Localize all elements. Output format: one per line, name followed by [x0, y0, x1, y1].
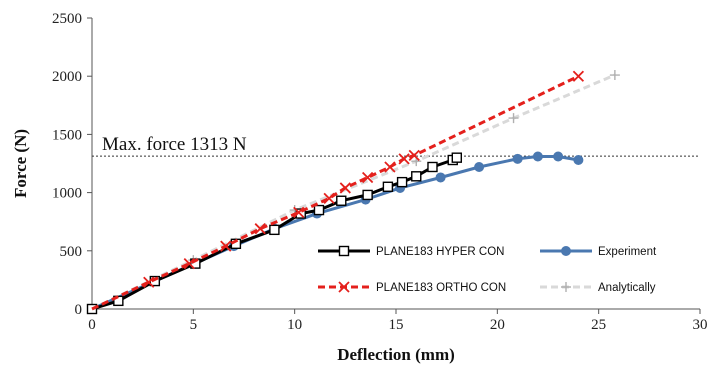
series-layer: [86, 70, 620, 315]
data-point: [339, 182, 351, 194]
legend: PLANE183 HYPER CON Experiment PLANE183 ORT…: [318, 245, 657, 294]
legend-entry: Experiment: [540, 246, 657, 258]
data-point: [572, 70, 585, 82]
data-point: [143, 276, 155, 288]
y-tick-label: 2000: [52, 69, 82, 85]
legend-swatch-marker: [561, 282, 571, 292]
data-point: [384, 161, 396, 173]
series-plane183-hyper-con: [86, 152, 462, 315]
data-point: [113, 295, 124, 307]
data-point: [254, 223, 266, 235]
data-point: [313, 204, 325, 216]
x-tick-label: 10: [287, 317, 302, 333]
data-point: [408, 149, 420, 161]
x-tick-label: 25: [591, 317, 606, 333]
data-point: [532, 151, 543, 162]
data-point: [553, 151, 564, 162]
data-point: [183, 257, 195, 270]
data-point: [474, 161, 485, 172]
y-tick-label: 1000: [52, 186, 82, 202]
x-tick-label: 15: [389, 317, 404, 333]
legend-label: PLANE183 ORTHO CON: [376, 282, 506, 294]
legend-entry: Analytically: [540, 282, 656, 294]
data-point: [269, 224, 280, 236]
data-point: [451, 152, 462, 163]
legend-entry: PLANE183 ORTHO CON: [318, 281, 506, 294]
data-point: [435, 172, 446, 183]
x-tick-label: 20: [490, 317, 505, 333]
legend-swatch-marker: [338, 281, 350, 293]
data-point: [512, 153, 523, 164]
y-axis-title: Force (N): [11, 129, 30, 198]
axes: 0 500 1000 1500 2000 2500 0 5 10 15 20 25 30: [52, 11, 708, 333]
data-point: [220, 240, 232, 252]
data-point: [411, 171, 422, 182]
x-tick-label: 5: [190, 317, 198, 333]
data-point: [361, 171, 374, 184]
max-force-annotation: Max. force 1313 N: [92, 134, 700, 157]
series-line: [91, 156, 458, 311]
x-tick-label: 30: [693, 317, 708, 333]
data-point: [398, 153, 410, 165]
max-force-label: Max. force 1313 N: [102, 134, 247, 155]
legend-label: Analytically: [598, 282, 656, 294]
data-point: [427, 161, 438, 173]
data-point: [293, 206, 305, 219]
series-plane183-ortho-con: [91, 70, 585, 311]
y-tick-label: 500: [60, 244, 83, 260]
data-point: [609, 70, 620, 81]
y-tick-label: 2500: [52, 11, 82, 27]
legend-label: PLANE183 HYPER CON: [376, 246, 504, 258]
data-point: [323, 192, 335, 205]
legend-swatch-marker: [338, 245, 350, 257]
legend-entry: PLANE183 HYPER CON: [318, 245, 504, 258]
data-point: [382, 181, 394, 192]
data-point: [336, 195, 347, 206]
x-axis-title: Deflection (mm): [337, 345, 455, 364]
legend-swatch-marker: [561, 246, 571, 256]
data-point: [508, 113, 519, 124]
x-tick-label: 0: [88, 317, 96, 333]
y-tick-label: 1500: [52, 127, 82, 143]
series-experiment: [87, 151, 584, 314]
legend-label: Experiment: [598, 246, 657, 258]
data-point: [573, 155, 584, 166]
data-point: [396, 176, 408, 188]
data-point: [362, 189, 373, 201]
y-tick-label: 0: [75, 302, 83, 318]
